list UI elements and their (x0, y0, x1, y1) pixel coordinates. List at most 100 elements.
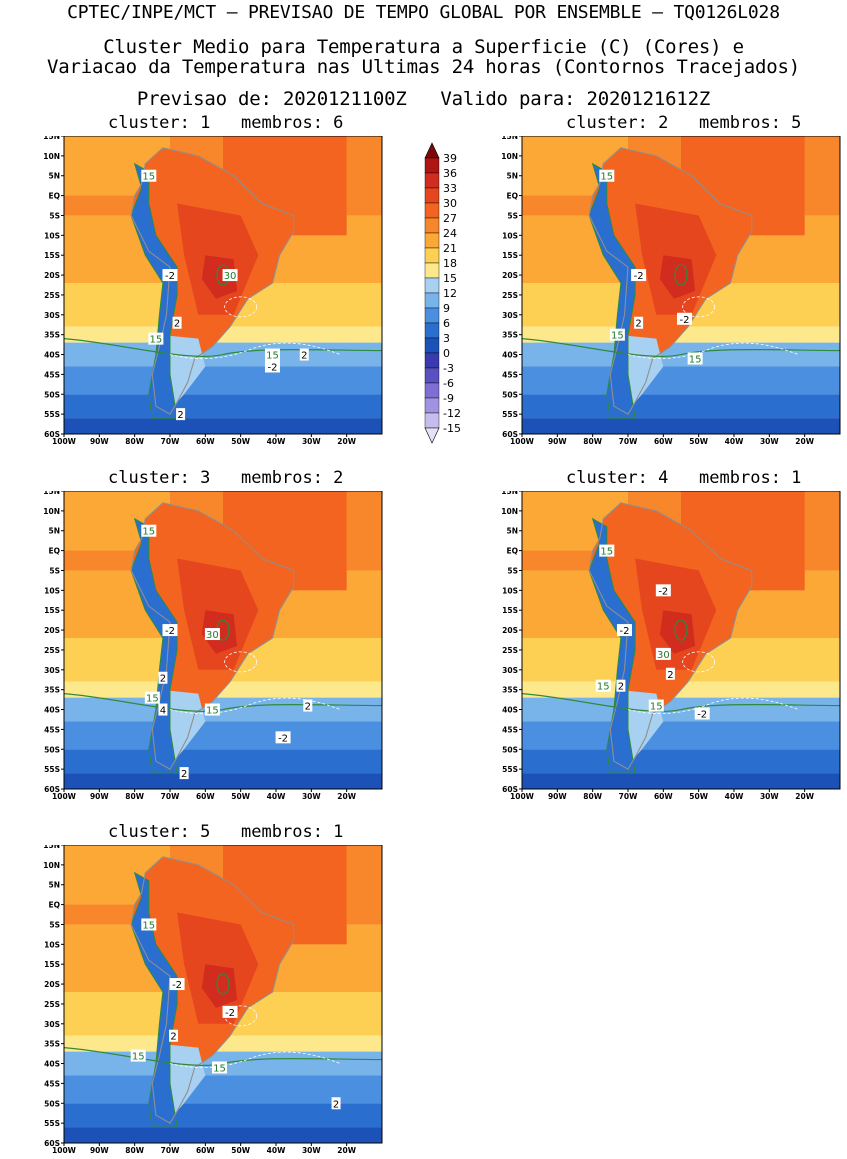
lat-tick-label: 55S (502, 765, 518, 774)
lat-tick-label: 40S (502, 351, 518, 360)
lon-tick-label: 70W (161, 792, 180, 801)
lat-tick-label: 10S (44, 940, 60, 949)
contour-label: 2 (305, 702, 311, 713)
contour-label: 15 (600, 547, 613, 558)
cluster-5-map: 15N 10N 5N EQ 5S 10S 15S 20S 25S 30S 35S 40S 45S 50S 5… (30, 845, 386, 1159)
lat-tick-label: 10S (44, 586, 60, 595)
lon-tick-label: 90W (90, 1146, 109, 1155)
lat-tick-label: 45S (502, 725, 518, 734)
lat-tick-label: 15N (501, 491, 518, 496)
colorbar-level-label: 30 (443, 197, 457, 210)
lon-tick-label: 40W (725, 437, 744, 446)
lon-tick-label: 50W (231, 1146, 250, 1155)
lat-tick-label: 15S (44, 606, 60, 615)
lat-tick-label: 25S (44, 1000, 60, 1009)
lon-tick-label: 20W (337, 792, 356, 801)
contour-label: 2 (635, 319, 641, 330)
colorbar-level-label: 15 (443, 272, 457, 285)
lon-tick-label: 40W (267, 792, 286, 801)
lat-tick-label: 45S (44, 370, 60, 379)
colorbar-level-label: 24 (443, 227, 457, 240)
lat-tick-label: 50S (44, 745, 60, 754)
colorbar-level-label: 0 (443, 347, 450, 360)
contour-label: -2 (619, 626, 629, 637)
contour-label: 2 (177, 410, 183, 421)
lat-tick-label: 30S (44, 1020, 60, 1029)
cluster-5-title: cluster: 5 membros: 1 (108, 822, 344, 842)
contour-label: 15 (142, 920, 155, 931)
lat-tick-label: 20S (44, 271, 60, 280)
lon-tick-label: 100W (52, 792, 77, 801)
lat-tick-label: 10N (43, 861, 60, 870)
lon-tick-label: 20W (337, 1146, 356, 1155)
map-plot-svg: 15N 10N 5N EQ 5S 10S 15S 20S 25S 30S 35S 40S 45S 50S 5… (43, 136, 383, 446)
contour-label: 15 (597, 682, 610, 693)
colorbar-level-label: 33 (443, 182, 457, 195)
lat-tick-label: 40S (502, 706, 518, 715)
contour-label: -2 (278, 733, 288, 744)
contour-label: 2 (667, 670, 673, 681)
lon-tick-label: 20W (795, 792, 814, 801)
lat-tick-label: 15S (44, 251, 60, 260)
lon-tick-label: 50W (689, 792, 708, 801)
lat-tick-label: 15S (44, 960, 60, 969)
lat-tick-label: 5N (49, 881, 61, 890)
lat-tick-label: 10S (502, 586, 518, 595)
lon-tick-label: 100W (52, 437, 77, 446)
contour-label: 2 (181, 769, 187, 780)
lon-tick-label: 90W (548, 792, 567, 801)
lat-tick-label: 50S (44, 390, 60, 399)
lon-tick-label: 30W (302, 1146, 321, 1155)
colorbar-level-label: 27 (443, 212, 457, 225)
contour-label: 15 (650, 702, 663, 713)
lat-tick-label: 35S (502, 686, 518, 695)
colorbar-level-label: 6 (443, 317, 450, 330)
lon-tick-label: 80W (125, 1146, 144, 1155)
colorbar-level-label: 9 (443, 302, 450, 315)
lat-tick-label: 55S (44, 765, 60, 774)
lat-tick-label: 5N (49, 527, 61, 536)
contour-label: 15 (142, 527, 155, 538)
contour-label: 15 (206, 706, 219, 717)
colorbar-level-label: -9 (443, 392, 454, 405)
lat-tick-label: 30S (44, 311, 60, 320)
colorbar-level-label: -12 (443, 407, 461, 420)
contour-label: -2 (267, 362, 277, 373)
lat-tick-label: 60S (44, 1139, 60, 1148)
colorbar-level-label: -15 (443, 422, 461, 435)
lat-tick-label: 10N (43, 152, 60, 161)
lat-tick-label: 60S (502, 430, 518, 439)
lat-tick-label: 20S (502, 626, 518, 635)
contour-label: 15 (611, 331, 624, 342)
cluster-1-title: cluster: 1 membros: 6 (108, 113, 344, 133)
cluster-1-map: 15N 10N 5N EQ 5S 10S 15S 20S 25S 30S 35S 40S 45S 50S 5… (30, 136, 386, 450)
contour-label: 15 (132, 1052, 145, 1063)
contour-label: -2 (165, 626, 175, 637)
contour-label: 30 (224, 271, 237, 282)
lat-tick-label: 5N (507, 172, 519, 181)
contour-label: -2 (658, 586, 668, 597)
colorbar-level-label: -3 (443, 362, 454, 375)
lat-tick-label: 20S (44, 626, 60, 635)
contour-label: 15 (266, 351, 279, 362)
colorbar-level-label: 12 (443, 287, 457, 300)
lat-tick-label: 30S (502, 666, 518, 675)
colorbar-level-label: 3 (443, 332, 450, 345)
contour-label: 2 (301, 351, 307, 362)
lat-tick-label: 35S (44, 331, 60, 340)
contour-label: 15 (213, 1064, 226, 1075)
cluster-3-title: cluster: 3 membros: 2 (108, 468, 344, 488)
lat-tick-label: 5S (49, 920, 60, 929)
lon-tick-label: 30W (760, 437, 779, 446)
cluster-2-map: 15N 10N 5N EQ 5S 10S 15S 20S 25S 30S 35S 40S 45S 50S 5… (488, 136, 844, 450)
contour-label: 15 (146, 694, 159, 705)
color-scale-legend: 39 36 33 30 27 24 21 18 15 12 9 6 3 0 -3 -6 -9 -12 -15 (424, 133, 484, 457)
lat-tick-label: 25S (44, 291, 60, 300)
lon-tick-label: 20W (337, 437, 356, 446)
contour-label: -2 (225, 1008, 235, 1019)
lat-tick-label: 15N (43, 845, 60, 850)
lat-tick-label: 55S (44, 1119, 60, 1128)
colorbar-level-label: 18 (443, 257, 457, 270)
lon-tick-label: 60W (654, 437, 673, 446)
contour-label: 2 (170, 1032, 176, 1043)
